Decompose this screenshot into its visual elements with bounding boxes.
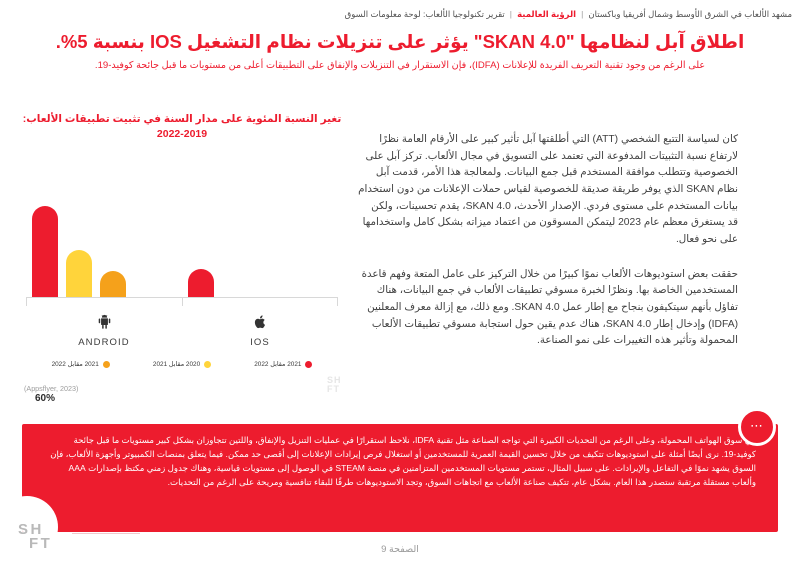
bar-ios-series-1[interactable] — [188, 268, 214, 298]
header-scope-label: مشهد الألعاب في الشرق الأوسط وشمال أفريق… — [588, 8, 792, 19]
chart-axis-tick-left — [26, 297, 27, 307]
chart-plot-area: 19% -10% -5% — [8, 150, 356, 524]
page-title: اطلاق آبل لنظامها "SKAN 4.0" يؤثر على تن… — [55, 31, 745, 52]
bar-label-android-series-1: 60% — [34, 393, 55, 405]
chart-watermark: SH FT — [327, 376, 344, 393]
legend-label-series-2: 2020 مقابل 2021 — [152, 361, 201, 369]
chart-panel: تغير النسبة المئوية على مدار السنة في تث… — [8, 112, 356, 524]
shift-logo-line2: FT — [29, 534, 53, 552]
chart-footer: SH FT (Appsflyer, 2023) — [8, 376, 356, 393]
android-icon — [26, 313, 182, 330]
chart-watermark-line1: SH — [327, 375, 342, 386]
header-separator-1: | — [509, 9, 513, 19]
header-report-label: تقرير تكنولوجيا الألعاب: لوحة معلومات ال… — [344, 8, 505, 19]
bar-android-series-1[interactable] — [32, 206, 58, 298]
page-header: مشهد الألعاب في الشرق الأوسط وشمال أفريق… — [8, 6, 792, 22]
chart-source-note: (Appsflyer, 2023) — [24, 383, 79, 393]
chart-group-android: 60% 31% 8% — [26, 150, 182, 469]
quote-icon: ⋯ — [738, 408, 776, 446]
legend-item-series-2[interactable]: 2020 مقابل 2021 — [152, 360, 212, 369]
legend-label-series-1: 2021 مقابل 2022 — [254, 361, 302, 369]
chart-category-ios: IOS — [182, 313, 338, 350]
apple-icon — [182, 313, 338, 330]
footer-divider — [72, 533, 140, 534]
header-accent-label: الرؤية العالمية — [517, 8, 577, 19]
legend-color-swatch-series-3 — [102, 360, 110, 368]
page-subtitle: على الرغم من وجود تقنية التعريف الفريدة … — [94, 60, 706, 72]
chart-axis-tick-right — [337, 297, 338, 307]
chart-category-label-ios: IOS — [250, 337, 270, 349]
body-paragraph-1: كان لسياسة التتبع الشخصي (ATT) التي أطلق… — [358, 134, 738, 246]
body-paragraph-2: حققت بعض استوديوهات الألعاب نموًا كبيرًا… — [361, 268, 738, 347]
chart-watermark-line2: FT — [327, 383, 340, 394]
body-text-column: كان لسياسة التتبع الشخصي (ATT) التي أطلق… — [358, 132, 738, 368]
chart-category-label-android: ANDROID — [78, 337, 130, 349]
page-number: الصفحة 9 — [381, 544, 419, 555]
legend-item-series-1[interactable]: 2021 مقابل 2022 — [254, 360, 313, 369]
chart-title: تغير النسبة المئوية على مدار السنة في تث… — [22, 113, 342, 141]
shift-logo: SH FT — [18, 520, 53, 552]
legend-item-series-3[interactable]: 2021 مقابل 2022 — [52, 360, 110, 368]
title-block: اطلاق آبل لنظامها "SKAN 4.0" يؤثر على تن… — [20, 30, 780, 74]
chart-category-android: ANDROID — [26, 313, 182, 350]
chart-axis-tick-mid — [182, 297, 183, 307]
chart-group-ios: 19% -10% -5% — [182, 150, 338, 524]
legend-label-series-3: 2021 مقابل 2022 — [51, 361, 99, 369]
header-separator-2: | — [581, 9, 584, 19]
bar-android-series-3[interactable] — [100, 271, 126, 298]
insight-callout-text: في سوق الهواتف المحمولة، وعلى الرغم من ا… — [50, 435, 756, 487]
chart-legend: 2021 مقابل 2022 2020 مقابل 2021 2021 مقا… — [8, 360, 356, 368]
shift-logo-line1: SH — [18, 520, 44, 538]
bar-android-series-2[interactable] — [66, 250, 92, 298]
insight-callout: في سوق الهواتف المحمولة، وعلى الرغم من ا… — [22, 424, 778, 532]
legend-color-swatch-series-1 — [305, 360, 313, 368]
legend-color-swatch-series-2 — [204, 360, 212, 368]
